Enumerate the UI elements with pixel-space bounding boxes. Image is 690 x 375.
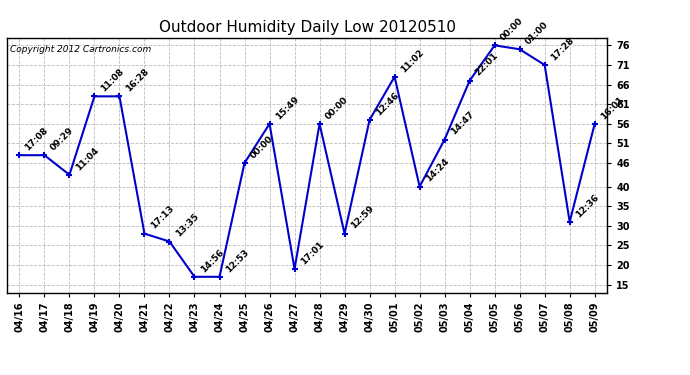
Text: Copyright 2012 Cartronics.com: Copyright 2012 Cartronics.com [10, 45, 151, 54]
Text: 00:00: 00:00 [499, 16, 525, 43]
Text: 22:01: 22:01 [474, 51, 500, 78]
Text: 00:00: 00:00 [248, 134, 275, 160]
Text: 01:00: 01:00 [524, 20, 550, 46]
Text: 11:04: 11:04 [74, 146, 100, 172]
Text: 09:29: 09:29 [48, 126, 75, 152]
Text: 17:28: 17:28 [549, 36, 575, 62]
Text: 11:02: 11:02 [399, 47, 425, 74]
Text: 12:59: 12:59 [348, 204, 375, 231]
Text: 15:49: 15:49 [274, 94, 300, 121]
Text: 00:00: 00:00 [324, 95, 350, 121]
Text: 17:01: 17:01 [299, 240, 325, 266]
Text: 12:46: 12:46 [374, 90, 400, 117]
Text: 12:36: 12:36 [574, 192, 600, 219]
Text: 14:47: 14:47 [448, 110, 475, 137]
Text: 16:01: 16:01 [599, 94, 625, 121]
Text: 12:53: 12:53 [224, 248, 250, 274]
Text: 17:13: 17:13 [148, 204, 175, 231]
Text: 13:35: 13:35 [174, 212, 200, 239]
Title: Outdoor Humidity Daily Low 20120510: Outdoor Humidity Daily Low 20120510 [159, 20, 455, 35]
Text: 11:08: 11:08 [99, 67, 125, 94]
Text: 14:24: 14:24 [424, 157, 451, 184]
Text: 16:28: 16:28 [124, 67, 150, 94]
Text: 14:56: 14:56 [199, 248, 226, 274]
Text: 17:08: 17:08 [23, 126, 50, 152]
